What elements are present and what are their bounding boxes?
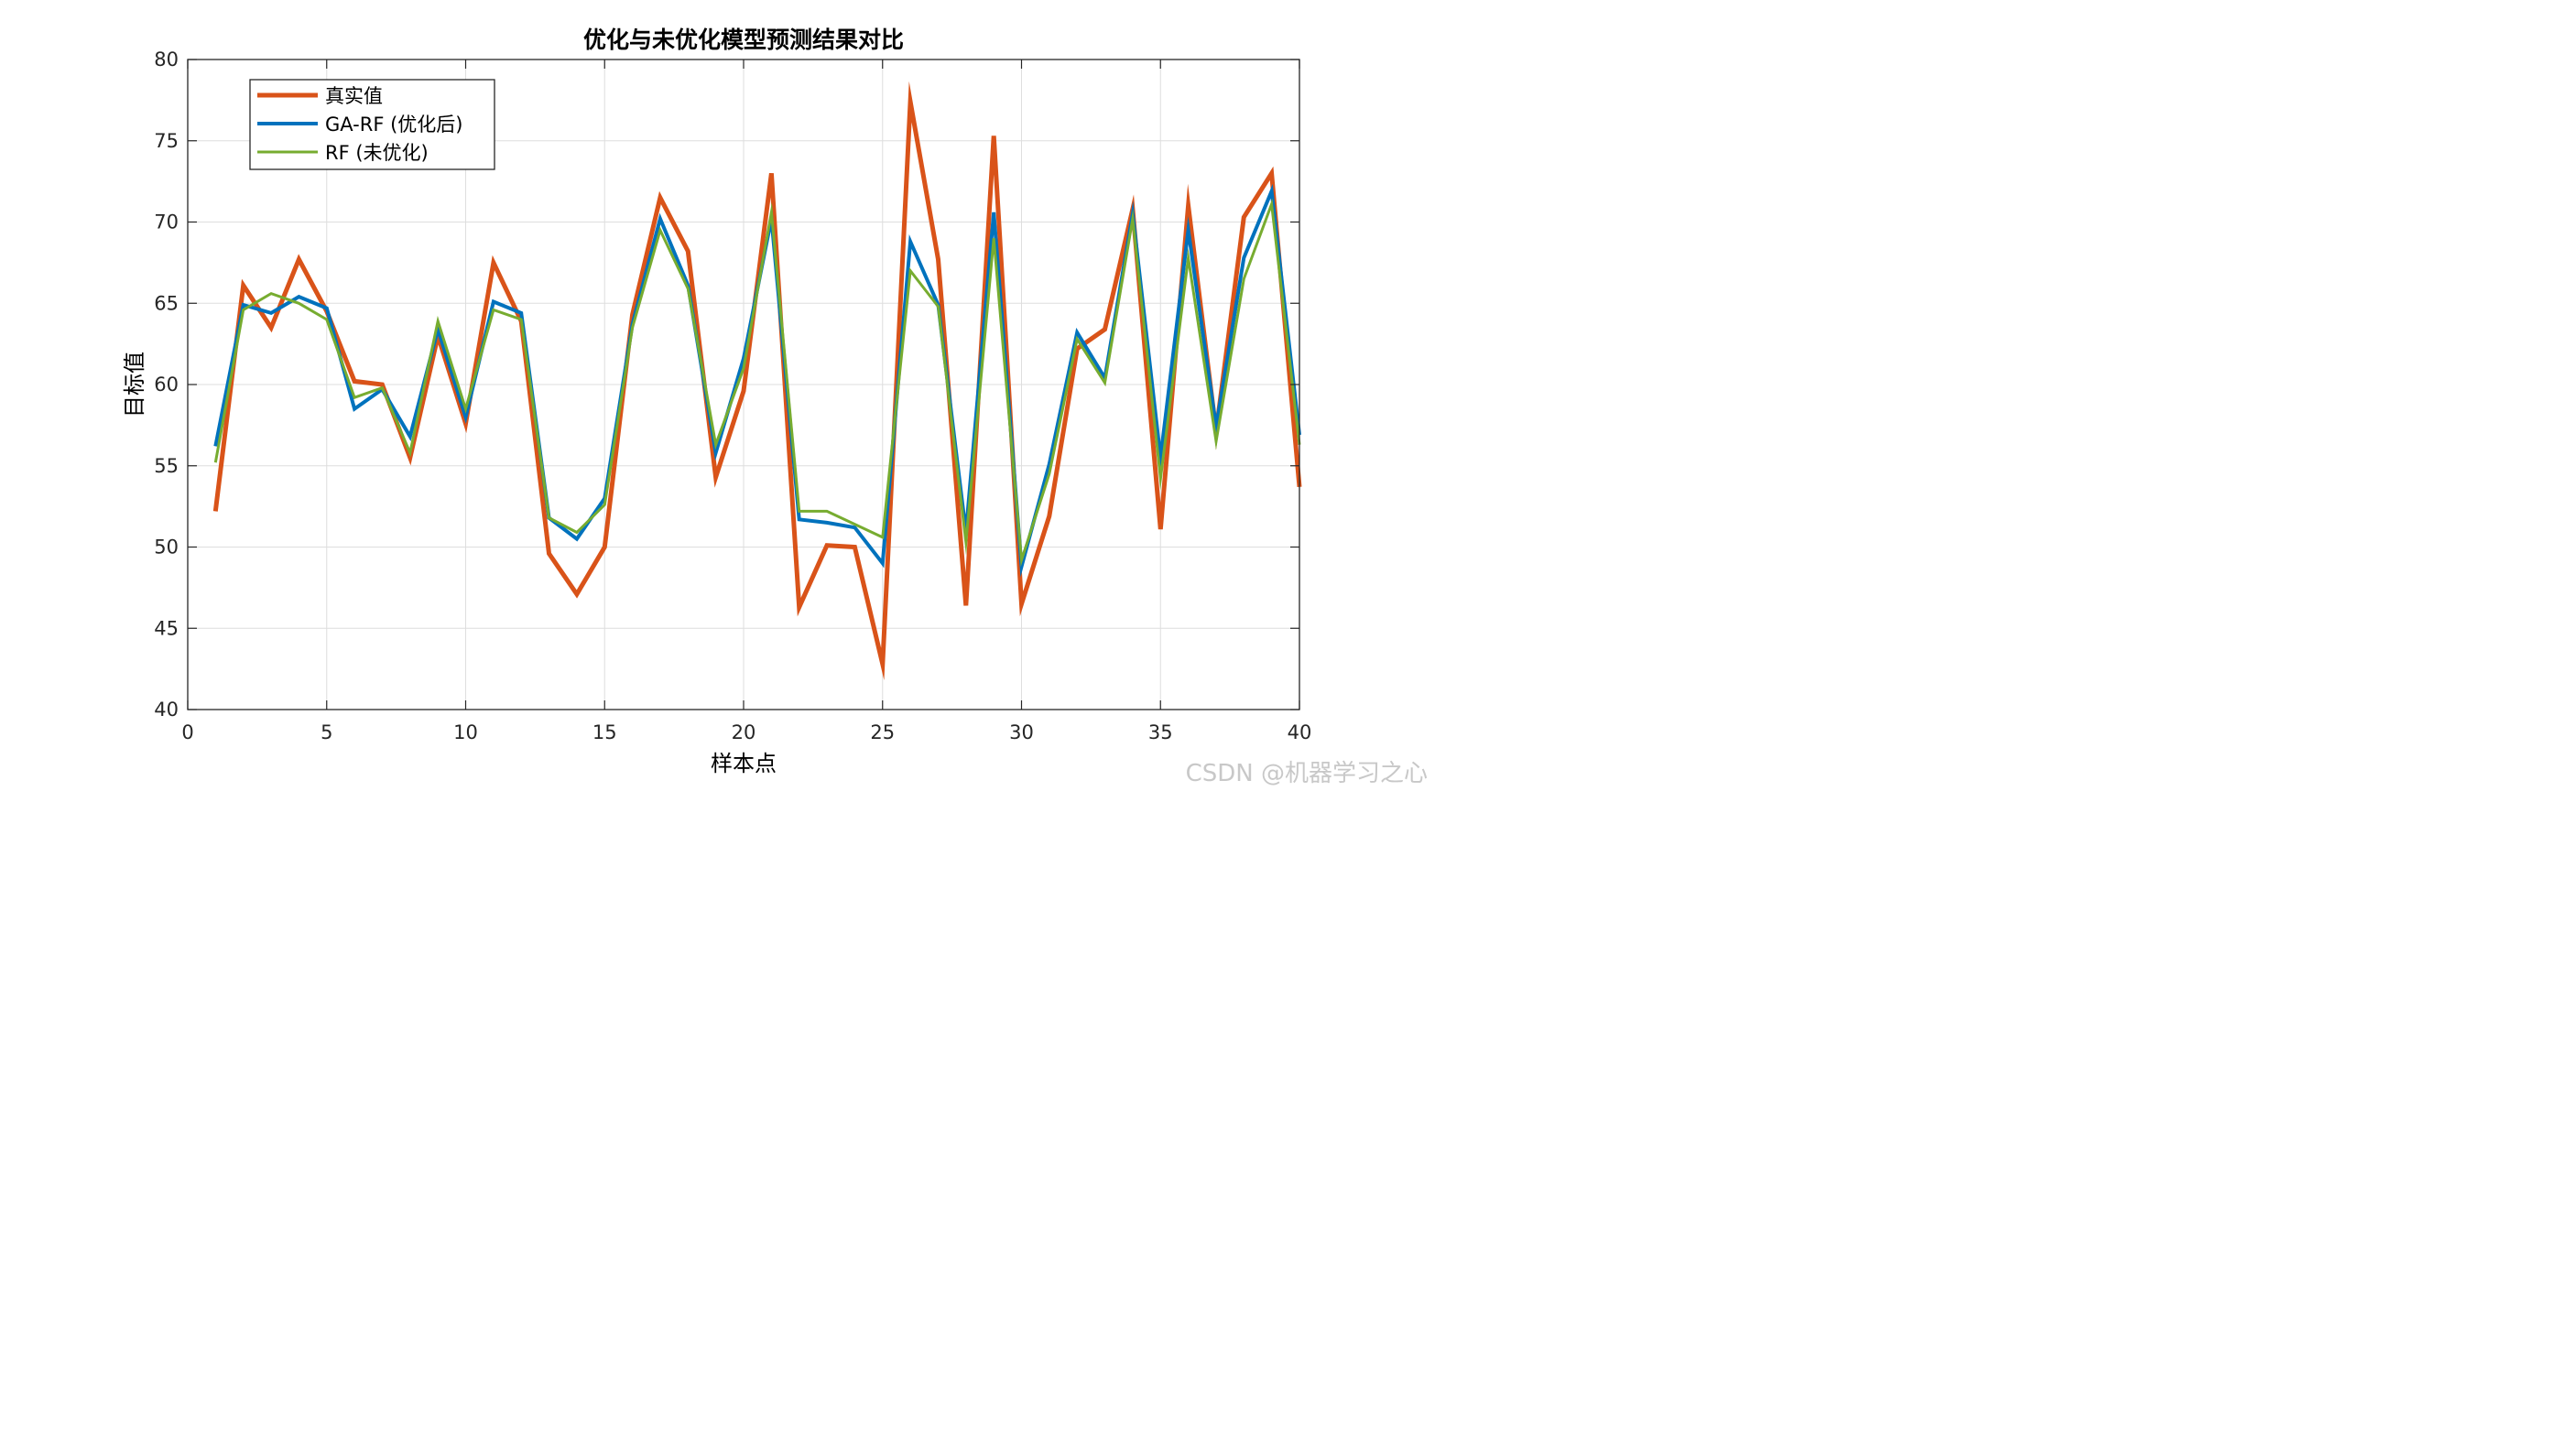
series-line-3: [213, 198, 1301, 568]
x-tick-label: 5: [321, 721, 332, 743]
y-axis-label: 目标值: [122, 352, 147, 417]
x-tick-label: 0: [181, 721, 193, 743]
x-tick-label: 15: [592, 721, 617, 743]
x-tick-label: 30: [1009, 721, 1034, 743]
series-lines: [212, 81, 1302, 680]
axis-ticks: 0 5 10 15 20 25 30 35 40 40 45 50 55 60 65 70 75 80: [154, 49, 1311, 743]
legend-label: GA-RF (优化后): [325, 114, 463, 136]
y-tick-label: 40: [154, 699, 179, 721]
y-tick-label: 55: [154, 455, 179, 477]
y-tick-label: 45: [154, 617, 179, 639]
x-tick-label: 10: [453, 721, 478, 743]
x-tick-label: 25: [870, 721, 895, 743]
y-tick-label: 60: [154, 374, 179, 396]
legend-label: 真实值: [325, 85, 383, 107]
x-tick-label: 35: [1148, 721, 1173, 743]
x-tick-label: 20: [732, 721, 756, 743]
legend: 真实值 GA-RF (优化后) RF (未优化): [249, 79, 495, 170]
watermark: CSDN @机器学习之心: [1185, 760, 1428, 787]
y-tick-label: 80: [154, 49, 179, 70]
y-tick-label: 75: [154, 130, 179, 152]
chart-title: 优化与未优化模型预测结果对比: [583, 27, 904, 53]
x-axis-label: 样本点: [711, 751, 777, 776]
y-tick-label: 50: [154, 537, 179, 558]
legend-label: RF (未优化): [325, 142, 429, 164]
y-tick-label: 70: [154, 211, 179, 233]
line-chart: 0 5 10 15 20 25 30 35 40 40 45 50 55 60 65 70 75 80 优化与未优…: [0, 0, 1435, 797]
y-tick-label: 65: [154, 292, 179, 314]
x-tick-label: 40: [1288, 721, 1312, 743]
